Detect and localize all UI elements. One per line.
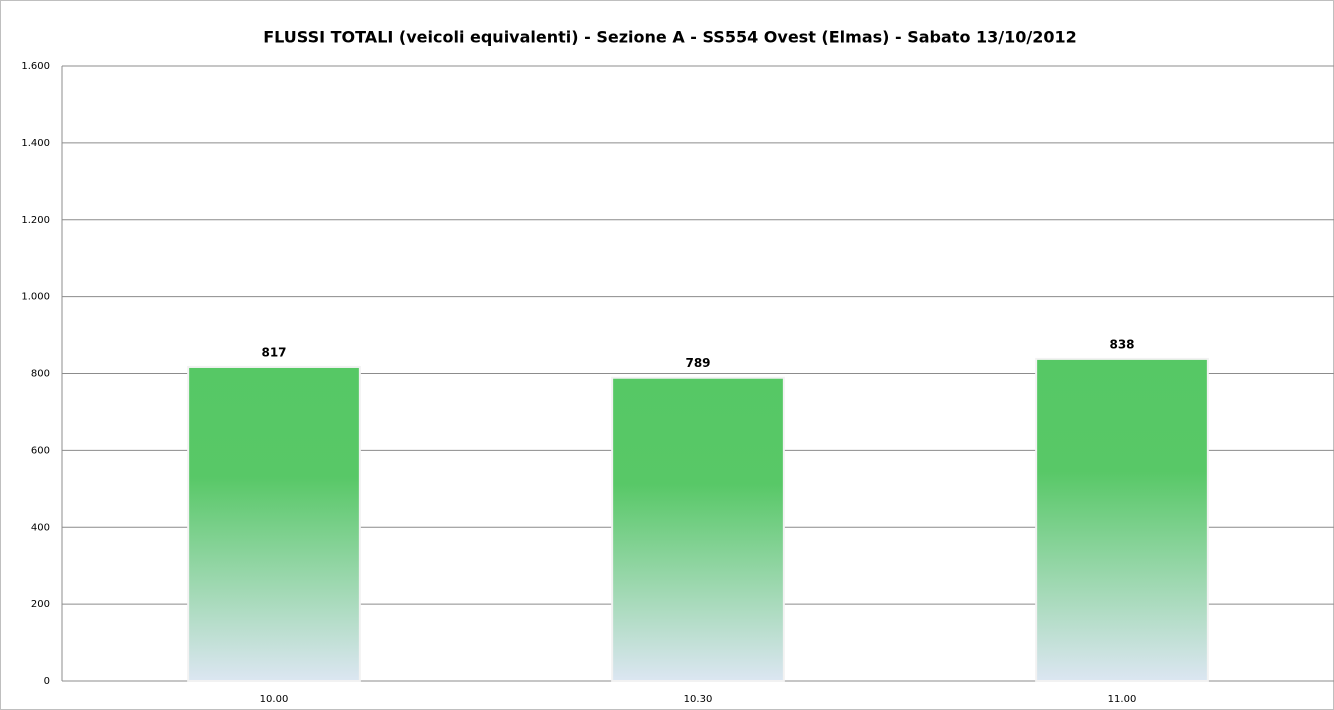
y-tick-label: 1.200 — [21, 215, 50, 226]
y-tick-label: 1.600 — [21, 61, 50, 72]
y-tick-label: 600 — [31, 445, 50, 456]
data-label: 838 — [1109, 337, 1134, 351]
y-tick-label: 1.400 — [21, 138, 50, 149]
data-label: 817 — [261, 345, 286, 359]
x-tick-label: 11.00 — [1108, 694, 1137, 705]
bar — [1035, 357, 1209, 682]
y-tick-label: 800 — [31, 369, 50, 380]
bar — [611, 376, 785, 682]
y-tick-label: 200 — [31, 599, 50, 610]
bar — [187, 365, 361, 682]
data-label: 789 — [685, 356, 710, 370]
x-tick-label: 10.00 — [260, 694, 289, 705]
x-tick-label: 10.30 — [684, 694, 713, 705]
y-tick-label: 0 — [44, 676, 50, 687]
y-tick-label: 1.000 — [21, 292, 50, 303]
chart-title: FLUSSI TOTALI (veicoli equivalenti) - Se… — [263, 28, 1077, 47]
y-tick-label: 400 — [31, 522, 50, 533]
